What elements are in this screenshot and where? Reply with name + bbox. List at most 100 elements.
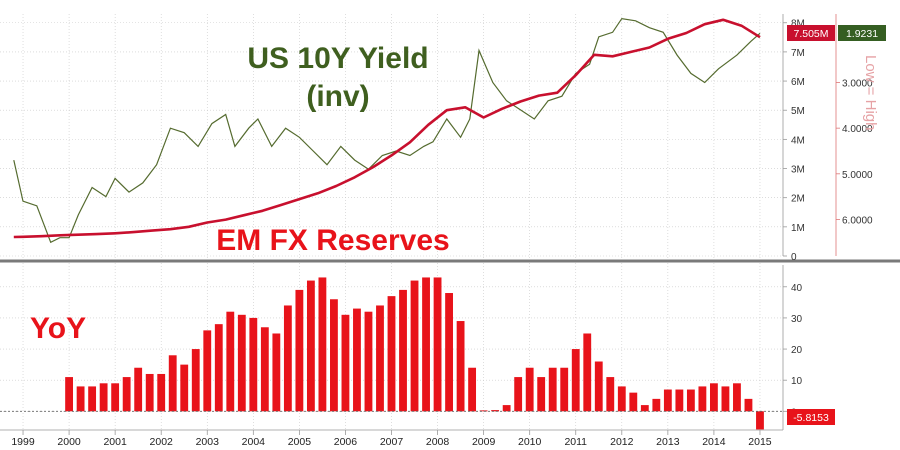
year-tick-label: 2015 <box>748 436 772 448</box>
million-tick-label: 1M <box>791 223 805 234</box>
million-tick-label: 7M <box>791 48 805 59</box>
year-tick-label: 2007 <box>380 436 404 448</box>
yield-tick-label: 6.0000 <box>842 215 873 226</box>
yoy-bar <box>295 289 304 412</box>
million-tick-label: 6M <box>791 77 805 88</box>
yoy-bar <box>76 386 85 412</box>
yoy-bar <box>99 383 108 412</box>
yoy-bar <box>191 349 200 412</box>
yoy-tick-label: 40 <box>791 283 803 294</box>
yoy-bar <box>537 377 546 412</box>
yoy-bar <box>686 389 695 412</box>
yoy-last-tag: -5.8153 <box>787 409 835 425</box>
yoy-bar <box>364 311 373 412</box>
year-tick-label: 2013 <box>656 436 680 448</box>
yoy-bar <box>756 411 764 430</box>
yoy-bar <box>214 324 223 412</box>
year-tick-label: 2005 <box>288 436 312 448</box>
yoy-bar <box>744 398 753 412</box>
year-tick-label: 2014 <box>702 436 726 448</box>
top-panel <box>13 17 761 244</box>
million-tick-label: 3M <box>791 165 805 176</box>
us10y-yield-line <box>13 17 761 244</box>
yield-tick-label: 5.0000 <box>842 170 873 181</box>
yoy-bar <box>226 311 235 412</box>
year-tick-label: 2010 <box>518 436 542 448</box>
em-fx-reserves-line <box>13 18 761 239</box>
inverted-axis-label: Low = High <box>862 55 879 130</box>
axes: 8M 7M 6M 5M 4M 3M 2M 1M 0 3.0000 4.0000 5.0000 6.000… <box>0 14 900 448</box>
yoy-bar <box>606 377 615 412</box>
yoy-bar <box>134 367 143 412</box>
yoy-bar <box>422 277 430 412</box>
reserves-last-label: 7.505M <box>793 28 828 40</box>
yoy-bar <box>88 386 97 412</box>
yoy-bar <box>571 349 580 412</box>
yoy-bar <box>318 277 327 412</box>
yoy-bar <box>709 383 718 412</box>
yoy-bar <box>698 386 707 412</box>
million-tick-label: 2M <box>791 194 805 205</box>
yoy-bar <box>502 405 511 412</box>
million-tick-label: 8M <box>791 19 805 30</box>
yoy-bar <box>387 296 396 412</box>
yoy-bar <box>721 386 730 412</box>
yoy-bar <box>111 383 120 412</box>
year-tick-label: 2006 <box>334 436 358 448</box>
year-tick-label: 2000 <box>57 436 81 448</box>
year-tick-label: 2004 <box>242 436 266 448</box>
year-tick-label: 2008 <box>426 436 450 448</box>
yoy-bar <box>560 367 569 412</box>
year-tick-label: 2003 <box>196 436 220 448</box>
yoy-bar <box>433 277 442 412</box>
reserves-annotation: EM FX Reserves <box>216 224 449 257</box>
yoy-bar <box>330 299 338 412</box>
yoy-bar <box>203 330 212 412</box>
yoy-last-label: -5.8153 <box>793 412 829 424</box>
yoy-bar <box>260 327 269 412</box>
million-tick-label: 4M <box>791 135 805 146</box>
yoy-bar <box>157 373 166 412</box>
yoy-bar <box>180 364 189 412</box>
yoy-bar <box>675 389 684 412</box>
yield-last-label: 1.9231 <box>846 28 878 40</box>
yoy-bar <box>663 389 672 412</box>
year-tick-label: 2009 <box>472 436 496 448</box>
yield-tick-label: 4.0000 <box>842 124 873 135</box>
yoy-bar <box>168 355 177 412</box>
yoy-bar <box>272 333 281 412</box>
yoy-bar <box>594 361 603 412</box>
yoy-bar <box>376 305 384 412</box>
yoy-bar <box>491 410 500 412</box>
yoy-bar <box>122 377 131 412</box>
yoy-bar <box>456 321 465 412</box>
yoy-bar <box>629 392 638 412</box>
year-tick-label: 2011 <box>564 436 587 448</box>
yoy-tick-label: 20 <box>791 345 803 356</box>
yoy-bar <box>525 367 534 412</box>
yoy-bar <box>306 280 315 412</box>
yoy-bar <box>410 280 419 412</box>
yoy-bar <box>145 373 154 412</box>
yield-annotation-line1: US 10Y Yield <box>247 42 428 75</box>
yoy-bar <box>583 333 592 412</box>
year-tick-label: 2001 <box>103 436 127 448</box>
yoy-bar <box>652 398 661 412</box>
gridlines <box>0 14 783 430</box>
yoy-bar <box>617 386 626 412</box>
yoy-tick-label: 10 <box>791 376 803 387</box>
million-tick-label: 0 <box>791 252 797 263</box>
yoy-bar <box>353 308 361 412</box>
yoy-bar <box>65 377 74 412</box>
year-tick-label: 1999 <box>11 436 35 448</box>
yoy-title: YoY <box>30 312 86 345</box>
yoy-bar <box>283 305 292 412</box>
yield-last-tag: 1.9231 <box>838 25 886 41</box>
yield-tick-label: 3.0000 <box>842 78 873 89</box>
yoy-bar <box>249 317 258 412</box>
yoy-bar <box>514 377 523 412</box>
yield-annotation-line2: (inv) <box>306 80 369 113</box>
yoy-bar <box>399 289 407 412</box>
